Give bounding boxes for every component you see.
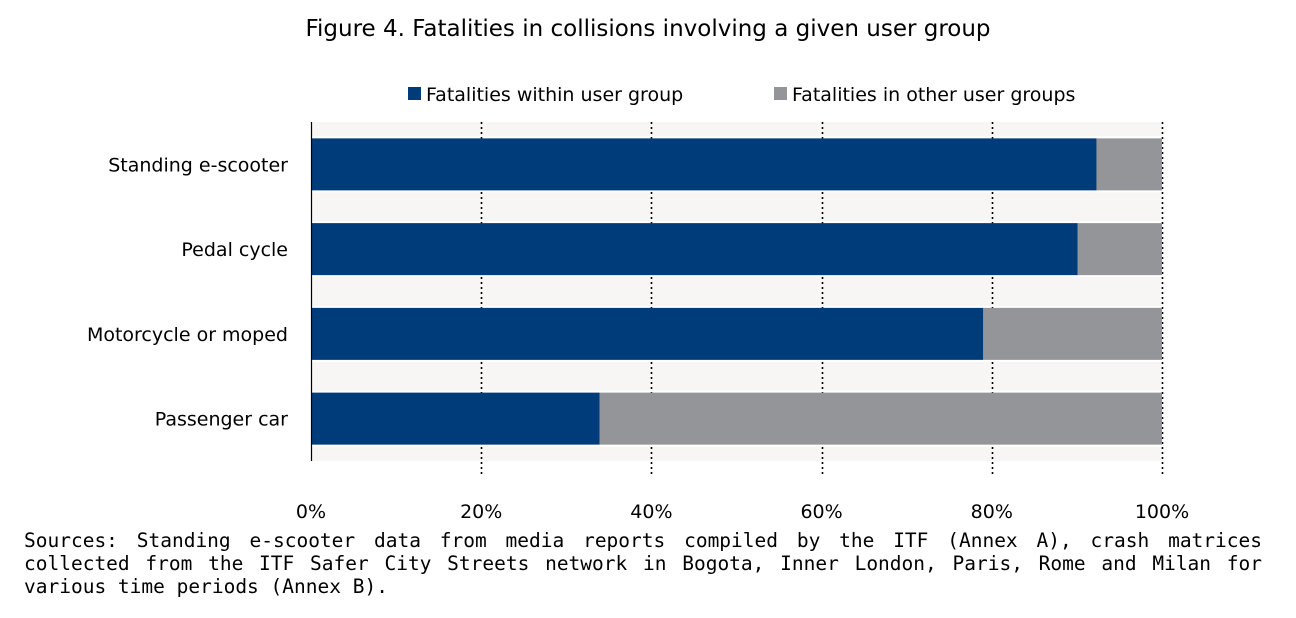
x-tick-label: 40% [630,501,672,523]
bar-within-group [311,223,1078,276]
x-tick-label: 60% [800,501,842,523]
bar-within-group [311,392,600,445]
x-axis-tick-labels: 0% 20% 40% 60% 80% 100% [296,501,1189,523]
x-tick-label: 80% [971,501,1013,523]
bars [311,138,1162,445]
x-tick-label: 100% [1135,501,1189,523]
bar-other-groups [983,307,1162,360]
category-label: Passenger car [155,409,288,431]
bar-other-groups [1077,223,1162,276]
bar-other-groups [599,392,1162,445]
bar-within-group [311,307,984,360]
category-label: Motorcycle or moped [87,324,288,346]
source-note: Sources: Standing e-scooter data from me… [24,529,1262,598]
chart-title: Figure 4. Fatalities in collisions invol… [305,16,991,42]
bar-other-groups [1096,138,1162,191]
legend-swatch [408,87,421,100]
x-tick-label: 0% [296,501,326,523]
x-tick-label: 20% [460,501,502,523]
bar-within-group [311,138,1097,191]
legend-label: Fatalities within user group [426,84,683,106]
legend: Fatalities within user group Fatalities i… [408,84,1075,106]
category-label: Standing e-scooter [108,154,288,176]
category-label: Pedal cycle [181,239,288,261]
legend-swatch [774,87,787,100]
y-axis-labels: Standing e-scooter Pedal cycle Motorcycle … [87,154,288,430]
legend-label: Fatalities in other user groups [792,84,1075,106]
